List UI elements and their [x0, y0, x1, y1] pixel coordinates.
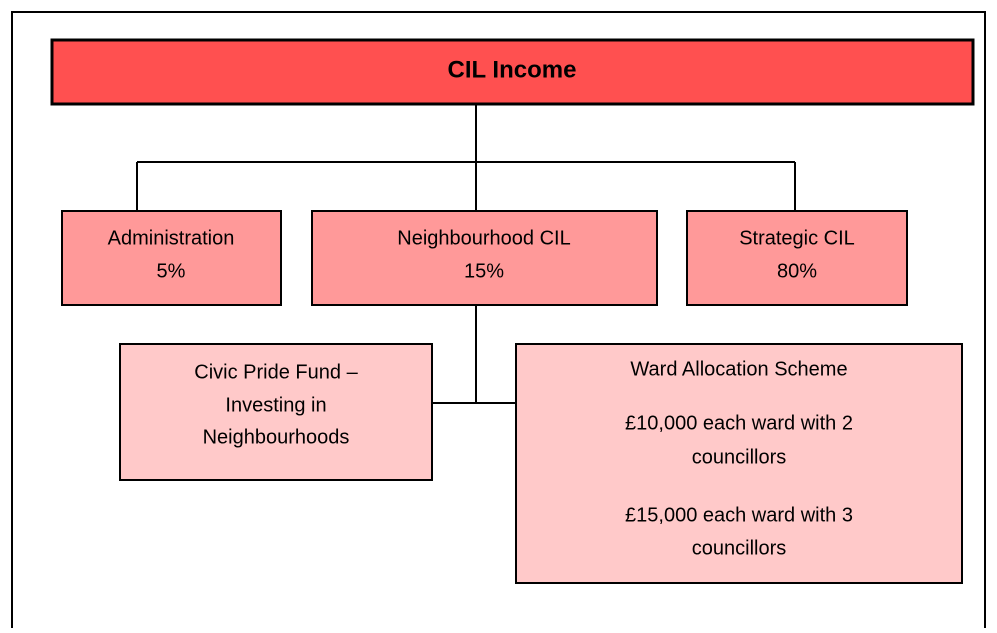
node-box — [50, 38, 975, 106]
node-label: Neighbourhoods — [203, 426, 350, 448]
connectors — [136, 104, 796, 404]
node-label: Investing in — [225, 394, 326, 416]
node-box — [515, 343, 963, 584]
node-label: councillors — [692, 537, 786, 559]
node-box — [61, 210, 282, 306]
node-box — [311, 210, 658, 306]
node-label: Administration — [108, 227, 235, 249]
node-label: councillors — [692, 446, 786, 468]
node-label: £10,000 each ward with 2 — [625, 412, 853, 434]
node-label: Strategic CIL — [739, 227, 855, 249]
node-box — [686, 210, 908, 306]
node-label: CIL Income — [448, 56, 577, 83]
node-label: Neighbourhood CIL — [397, 227, 570, 249]
node-label: 5% — [157, 260, 186, 282]
node-box — [119, 343, 433, 481]
node-label: £15,000 each ward with 3 — [625, 504, 853, 526]
node-label: 15% — [464, 260, 504, 282]
node-label: Civic Pride Fund – — [194, 361, 358, 383]
node-label: Ward Allocation Scheme — [630, 358, 847, 380]
node-label: 80% — [777, 260, 817, 282]
frame — [11, 11, 986, 633]
